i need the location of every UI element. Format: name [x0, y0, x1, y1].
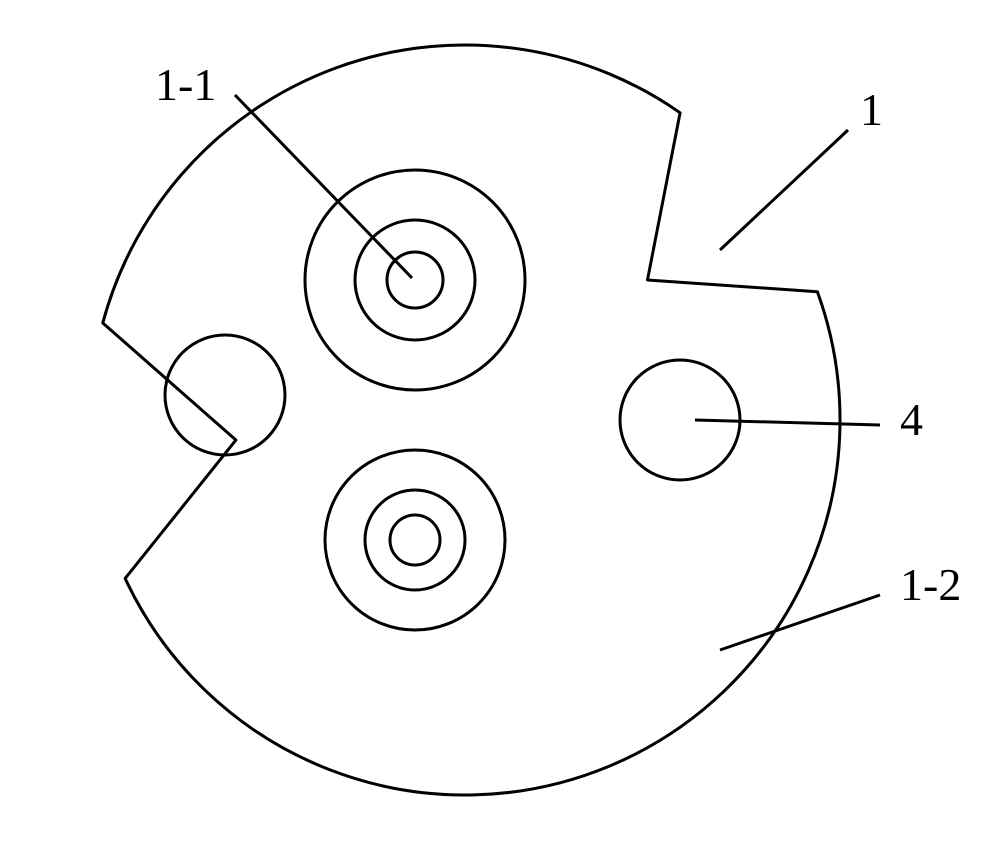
label-4-leader	[695, 420, 880, 425]
label-1-2-leader	[720, 595, 880, 650]
bottom-target-ring-1	[365, 490, 465, 590]
bottom-target-ring-0	[325, 450, 505, 630]
callout-1-2: 1-2	[900, 559, 961, 610]
callout-1: 1	[860, 84, 883, 135]
label-1-1-leader	[235, 95, 412, 278]
bottom-target-ring-2	[390, 515, 440, 565]
label-1-leader	[720, 130, 848, 250]
callout-1-1: 1-1	[155, 59, 216, 110]
callout-4: 4	[900, 394, 923, 445]
diagram-svg: 1-1 1 4 1-2	[0, 0, 1008, 848]
